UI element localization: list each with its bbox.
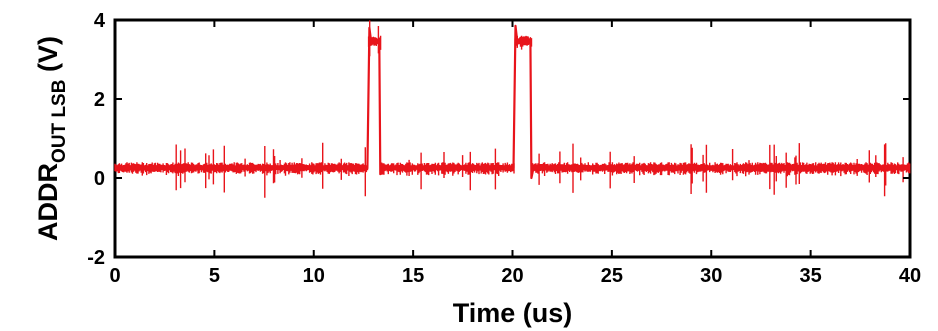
x-tick-label: 35 (800, 265, 822, 287)
y-axis-title-main: ADDR (33, 163, 63, 241)
y-tick-label: 0 (94, 168, 105, 190)
x-tick-label: 15 (402, 265, 424, 287)
y-tick-label: 4 (94, 10, 106, 32)
x-axis-title: Time (us) (453, 298, 573, 328)
noise-layer (114, 20, 911, 198)
x-axis-ticks: 0 5 10 15 20 25 30 35 40 (109, 20, 921, 287)
y-axis-title: ADDROUT LSB (V) (33, 36, 70, 241)
y-axis-title-subscript: OUT LSB (49, 80, 70, 163)
signal-noise (114, 20, 911, 198)
signal-line (115, 24, 910, 180)
y-axis-title-unit: (V) (33, 36, 63, 80)
x-tick-label: 5 (209, 265, 220, 287)
x-tick-label: 20 (501, 265, 523, 287)
x-tick-label: 0 (109, 265, 120, 287)
x-tick-label: 10 (303, 265, 325, 287)
x-tick-label: 40 (899, 265, 921, 287)
x-tick-label: 30 (700, 265, 722, 287)
y-axis-ticks: -2 0 2 4 (87, 10, 910, 269)
y-tick-label: -2 (87, 247, 105, 269)
x-tick-label: 25 (601, 265, 623, 287)
plot-frame (113, 18, 912, 259)
y-tick-label: 2 (94, 89, 105, 111)
plot-area (113, 18, 912, 259)
